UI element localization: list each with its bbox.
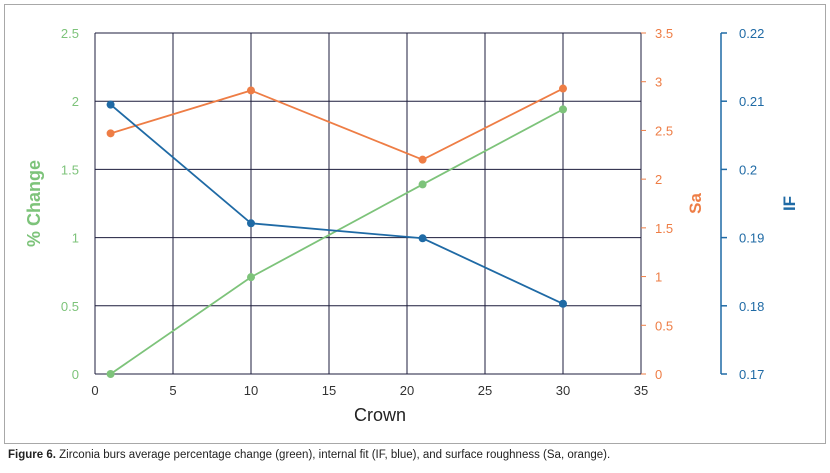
x-tick-label: 20 — [400, 383, 414, 398]
if-axis-label: IF — [780, 196, 799, 211]
series-point-right1 — [559, 84, 567, 93]
if-axis-tick-label: 0.17 — [739, 367, 764, 382]
x-tick-label: 30 — [556, 383, 570, 398]
series-point-right1 — [418, 155, 427, 164]
sa-axis-tick-label: 2 — [655, 172, 662, 187]
sa-axis-label: Sa — [686, 193, 705, 214]
series-point-left — [247, 273, 255, 282]
series-line-right2 — [110, 103, 564, 305]
left-axis-tick-label: 2.5 — [61, 26, 79, 41]
left-axis-tick-label: 0.5 — [61, 299, 79, 314]
figure-frame: 0 5 10 15 20 25 30 35 Crown 0 0.5 1 1.5 2 2.5% Change 0… — [4, 4, 826, 444]
series-point-left — [559, 105, 567, 114]
if-axis-tick-label: 0.19 — [739, 231, 764, 246]
if-axis-tick-label: 0.22 — [739, 26, 764, 41]
sa-axis-tick-label: 0 — [655, 367, 662, 382]
series-point-right2 — [559, 299, 567, 308]
x-tick-label: 0 — [91, 383, 98, 398]
x-tick-label: 25 — [478, 383, 492, 398]
series-point-right1 — [106, 129, 115, 138]
sa-axis-tick-label: 3.5 — [655, 26, 673, 41]
series-point-right2 — [106, 100, 115, 109]
caption-text: Zirconia burs average percentage change … — [55, 449, 611, 461]
figure-label: Figure 6. — [8, 449, 56, 461]
x-tick-label: 10 — [244, 383, 258, 398]
x-axis-label: Crown — [354, 405, 406, 425]
left-axis-tick-label: 1 — [72, 231, 79, 246]
sa-axis-tick-label: 3 — [655, 75, 662, 90]
series-point-left — [418, 180, 427, 189]
sa-axis-tick-label: 0.5 — [655, 318, 673, 333]
if-axis-tick-label: 0.2 — [739, 162, 757, 177]
series-point-right1 — [247, 86, 255, 95]
left-axis-tick-label: 0 — [72, 367, 79, 382]
sa-axis-tick-label: 2.5 — [655, 123, 673, 138]
series-point-left — [106, 370, 115, 378]
sa-axis-tick-label: 1.5 — [655, 221, 673, 236]
series-point-right2 — [418, 234, 427, 243]
x-tick-label: 5 — [169, 383, 176, 398]
sa-axis-tick-label: 1 — [655, 270, 662, 285]
x-tick-label: 35 — [634, 383, 648, 398]
if-axis-tick-label: 0.21 — [739, 94, 764, 109]
left-axis-tick-label: 1.5 — [61, 162, 79, 177]
left-axis-tick-label: 2 — [72, 94, 79, 109]
series-line-right1 — [110, 87, 564, 161]
series-line-left — [110, 108, 564, 375]
x-tick-label: 15 — [322, 383, 336, 398]
figure-caption: Figure 6. Zirconia burs average percenta… — [8, 449, 610, 461]
series-point-right2 — [247, 219, 255, 228]
if-axis-tick-label: 0.18 — [739, 299, 764, 314]
left-axis-label: % Change — [24, 160, 44, 247]
